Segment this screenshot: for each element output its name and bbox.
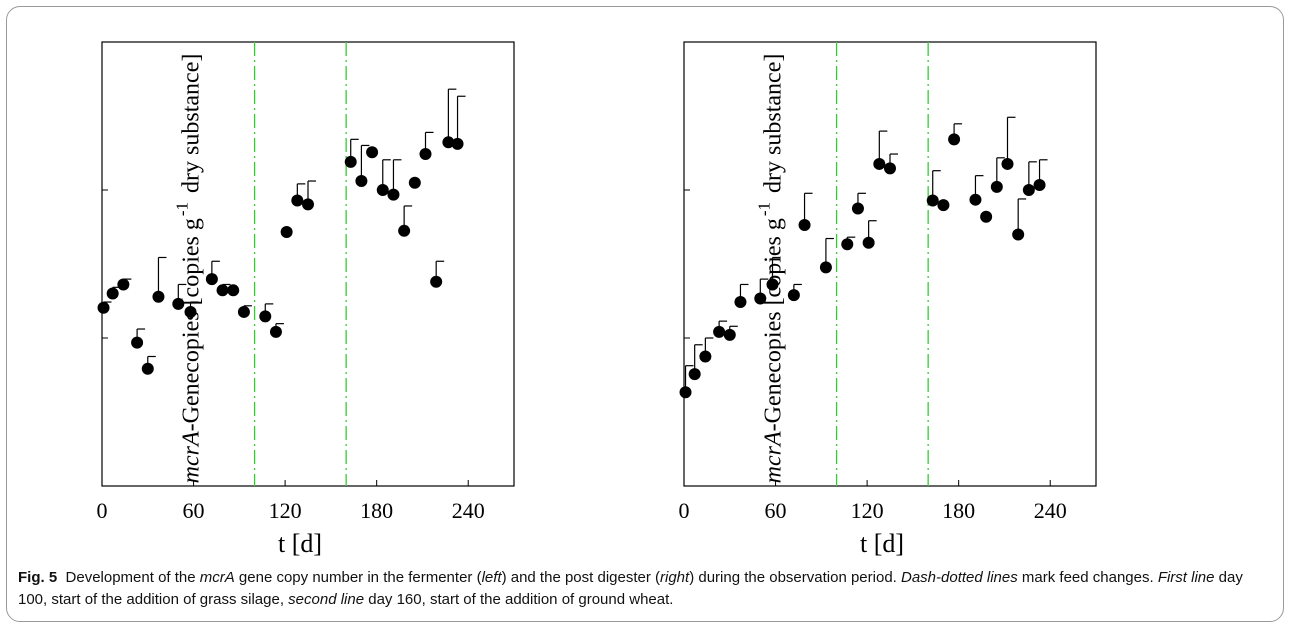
data-point: [787, 289, 800, 302]
data-point: [141, 362, 154, 375]
x-tick-label: 0: [97, 498, 108, 523]
data-point: [387, 188, 400, 201]
data-point: [291, 194, 304, 207]
x-axis-label: t [d]: [278, 529, 322, 558]
data-point: [97, 301, 110, 314]
chart-right: 109101010111012060120180240t [d]: [679, 41, 1097, 558]
data-point: [851, 202, 864, 215]
data-point: [172, 297, 185, 310]
figure-label: Fig. 5: [18, 569, 58, 586]
data-point: [688, 368, 701, 381]
data-point: [237, 305, 250, 318]
caption-segment: ) and the post digester (: [501, 569, 661, 586]
x-tick-label: 180: [360, 498, 393, 523]
data-point: [990, 180, 1003, 193]
plot-area-frame: [101, 41, 515, 487]
plot-area-frame: [683, 41, 1097, 487]
figure-frame: [6, 6, 1284, 622]
data-point: [131, 336, 144, 349]
data-point: [269, 325, 282, 338]
data-point: [819, 261, 832, 274]
caption-segment: mark feed changes.: [1017, 569, 1158, 586]
data-point: [227, 284, 240, 297]
x-tick-label: 240: [452, 498, 485, 523]
data-point: [302, 198, 314, 211]
figure-caption: Fig. 5 Development of the mcrA gene copy…: [18, 567, 1270, 611]
caption-segment: ) during the observation period.: [689, 569, 901, 586]
x-axis-label: t [d]: [860, 529, 904, 558]
caption-segment: day 100, start of the addition of grass …: [18, 569, 1243, 608]
x-tick-label: 0: [679, 498, 690, 523]
data-point: [184, 305, 197, 318]
data-point: [1001, 157, 1014, 170]
data-point: [754, 292, 767, 305]
data-point: [948, 133, 961, 146]
data-point: [419, 148, 432, 161]
caption-segment: mcrA: [199, 569, 235, 586]
data-point: [884, 162, 896, 175]
caption-segment: day 160, start of the addition of ground…: [364, 591, 674, 608]
caption-segment: right: [660, 569, 690, 586]
caption-body: Development of the mcrA gene copy number…: [18, 569, 1243, 608]
caption-segment: Development of the: [65, 569, 200, 586]
data-point: [442, 136, 455, 149]
data-point: [937, 199, 950, 212]
data-point: [980, 210, 993, 223]
caption-segment: left: [481, 569, 502, 586]
data-point: [355, 175, 368, 188]
caption-segment: gene copy number in the fermenter (: [234, 569, 482, 586]
chart-left: 109101010111012060120180240t [d]: [97, 41, 515, 558]
x-tick-label: 120: [851, 498, 884, 523]
data-point: [106, 287, 119, 300]
data-point: [969, 193, 982, 206]
x-tick-label: 180: [942, 498, 975, 523]
data-point: [280, 226, 293, 239]
caption-segment: First line: [1157, 569, 1215, 586]
data-point: [862, 236, 875, 249]
data-point: [679, 386, 692, 399]
data-point: [366, 146, 379, 159]
data-point: [699, 350, 712, 363]
data-point: [376, 184, 389, 196]
data-point: [344, 155, 357, 168]
data-point: [1022, 184, 1035, 196]
data-point: [723, 328, 736, 341]
data-point: [766, 278, 779, 291]
data-point: [1033, 179, 1046, 192]
x-tick-label: 240: [1034, 498, 1067, 523]
caption-segment: Dash-dotted lines: [901, 569, 1018, 586]
data-point: [1012, 228, 1025, 241]
data-point: [734, 296, 747, 309]
data-point: [117, 278, 130, 291]
data-point: [430, 275, 443, 288]
data-point: [798, 219, 811, 232]
data-point: [216, 284, 229, 297]
data-point: [408, 176, 421, 189]
x-tick-label: 60: [183, 498, 205, 523]
data-point: [841, 238, 854, 251]
x-tick-label: 120: [269, 498, 302, 523]
data-point: [713, 325, 726, 338]
data-point: [205, 273, 218, 286]
data-point: [152, 290, 165, 303]
data-point: [926, 194, 939, 207]
data-point: [259, 310, 272, 323]
caption-segment: second line: [288, 591, 365, 608]
data-point: [451, 137, 464, 150]
x-tick-label: 60: [765, 498, 787, 523]
data-point: [873, 157, 886, 170]
data-point: [398, 224, 411, 237]
